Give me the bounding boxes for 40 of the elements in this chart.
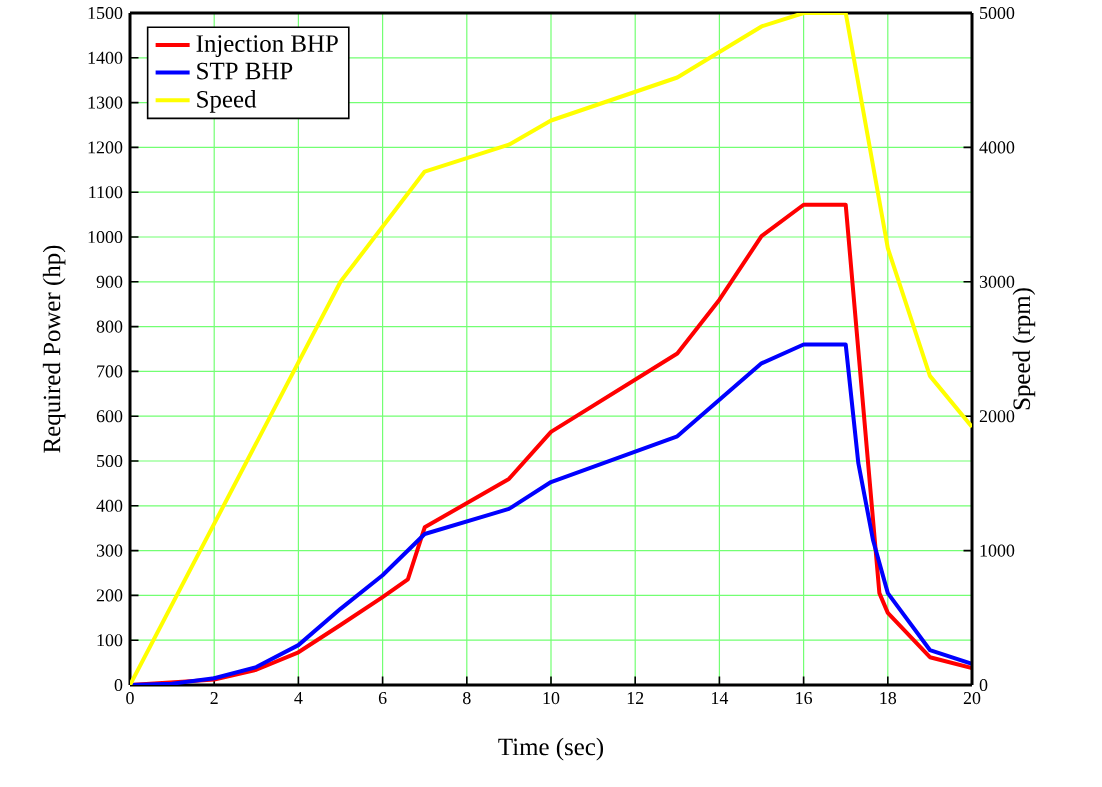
y-tick-label: 700 <box>97 365 123 378</box>
x-tick-label: 0 <box>126 692 134 705</box>
y2-tick-label: 1000 <box>980 544 1015 557</box>
line-series <box>130 12 973 685</box>
x-tick-label: 4 <box>294 692 303 704</box>
y-tick-label: 800 <box>96 320 123 333</box>
y2-axis-title: Speed (rpm) <box>1012 288 1036 410</box>
y-tick-label: 600 <box>96 410 123 423</box>
y2-tick-label: 0 <box>979 678 988 692</box>
y-tick-label: 1500 <box>88 6 123 20</box>
x-tick-label: 10 <box>543 692 560 705</box>
y-tick-label: 1000 <box>88 230 123 244</box>
y-tick-label: 900 <box>96 275 123 288</box>
x-axis-title: Time (sec) <box>498 737 604 761</box>
y2-tick-label: 2000 <box>979 410 1015 423</box>
x-tick-label: 2 <box>210 692 218 704</box>
y2-tick-label: 3000 <box>979 275 1015 288</box>
y-tick-label: 400 <box>96 499 123 512</box>
y-tick-label: 1100 <box>89 186 123 199</box>
y-tick-label: 100 <box>97 634 123 647</box>
y-tick-label: 1400 <box>88 51 123 64</box>
y2-tick-label: 5000 <box>980 6 1015 20</box>
y-tick-label: 500 <box>97 454 123 468</box>
x-tick-label: 16 <box>796 692 813 705</box>
y-axis-title: Required Power (hp) <box>42 245 66 453</box>
y2-tick-label: 4000 <box>979 141 1015 154</box>
x-tick-label: 18 <box>880 692 897 705</box>
x-tick-label: 6 <box>378 692 387 705</box>
y-tick-label: 1300 <box>88 96 123 109</box>
y-tick-label: 0 <box>114 678 123 692</box>
y-tick-label: 1200 <box>88 141 123 154</box>
x-tick-label: 12 <box>627 692 644 704</box>
y-tick-label: 300 <box>96 544 123 557</box>
legend-label: Injection BHP <box>196 35 338 58</box>
x-tick-label: 8 <box>463 692 471 705</box>
x-tick-label: 20 <box>963 692 981 705</box>
legend-label: Speed <box>197 90 257 113</box>
legend-label: STP BHP <box>197 62 293 80</box>
x-tick-label: 14 <box>712 692 729 704</box>
y-tick-label: 200 <box>96 589 123 602</box>
